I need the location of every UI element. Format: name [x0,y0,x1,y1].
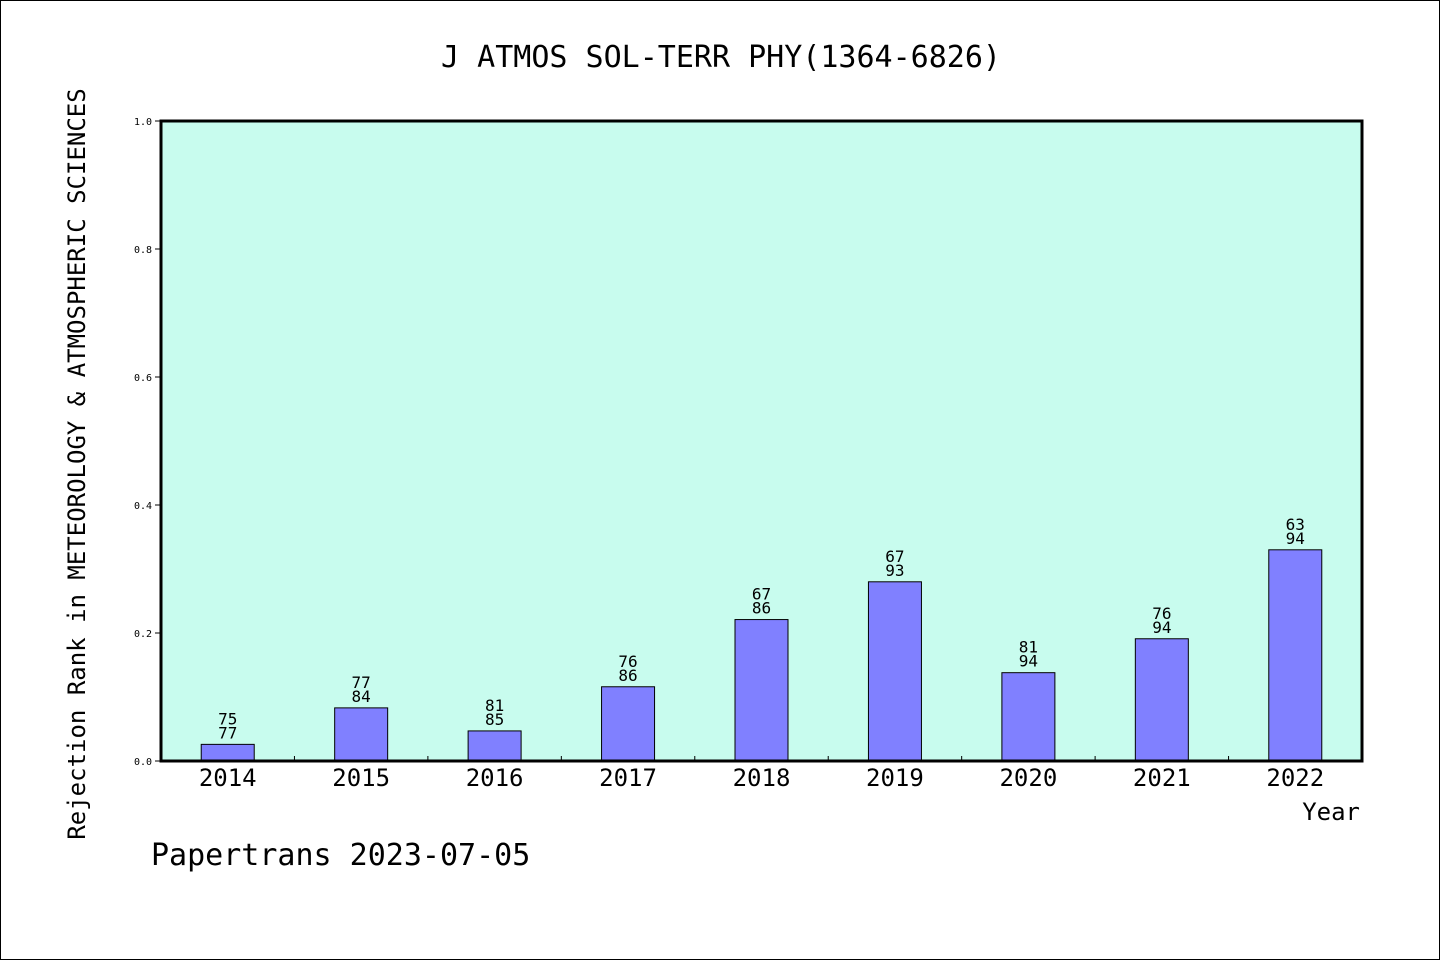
x-tick-label: 2014 [199,764,257,792]
bar [867,581,922,762]
footer-text: Papertrans 2023-07-05 [151,838,530,873]
bar [467,730,522,762]
data-label: 76 [1152,604,1171,623]
data-label: 76 [618,652,637,671]
data-label: 81 [485,696,504,715]
x-tick-label: 2022 [1266,764,1324,792]
y-tick-label: 0.4 [134,501,152,512]
y-tick-label: 0.6 [134,373,152,384]
bar [1268,549,1323,762]
data-label: 81 [1019,638,1038,657]
x-tick-label: 2017 [599,764,657,792]
x-tick-label: 2019 [866,764,924,792]
y-tick-label: 0.0 [134,757,152,768]
data-label: 94 [1019,652,1038,671]
chart-title: J ATMOS SOL-TERR PHY(1364-6826) [441,40,1001,75]
data-label: 85 [485,710,504,729]
x-tick-label: 2016 [466,764,524,792]
data-label: 86 [618,666,637,685]
x-tick-label: 2015 [332,764,390,792]
x-tick-label: 2020 [999,764,1057,792]
ticks-group: 0.0 0.2 0.4 0.6 0.8 1.0 2014 2015 2016 2017 2018 20… [134,117,1324,792]
bar [734,619,789,762]
data-label: 93 [885,561,904,580]
bar [200,743,255,762]
data-label: 67 [885,547,904,566]
y-axis-label: Rejection Rank in METEOROLOGY & ATMOSPHE… [63,88,91,839]
bar [1134,638,1189,762]
y-tick-label: 0.2 [134,629,152,640]
data-label: 67 [752,585,771,604]
x-axis-label: Year [1302,798,1360,826]
data-label: 63 [1286,515,1305,534]
x-tick-label: 2018 [733,764,791,792]
data-label: 94 [1286,529,1305,548]
data-label: 77 [218,723,237,742]
bar [601,686,656,762]
data-label: 86 [752,599,771,618]
plot-border [159,119,1364,763]
y-tick-label: 1.0 [134,117,152,128]
data-label: 77 [352,673,371,692]
data-label: 84 [352,687,371,706]
bar [1001,672,1056,762]
y-tick-label: 0.8 [134,245,152,256]
x-tick-label: 2021 [1133,764,1191,792]
bar [334,707,389,762]
data-label: 94 [1152,618,1171,637]
data-label: 75 [218,709,237,728]
